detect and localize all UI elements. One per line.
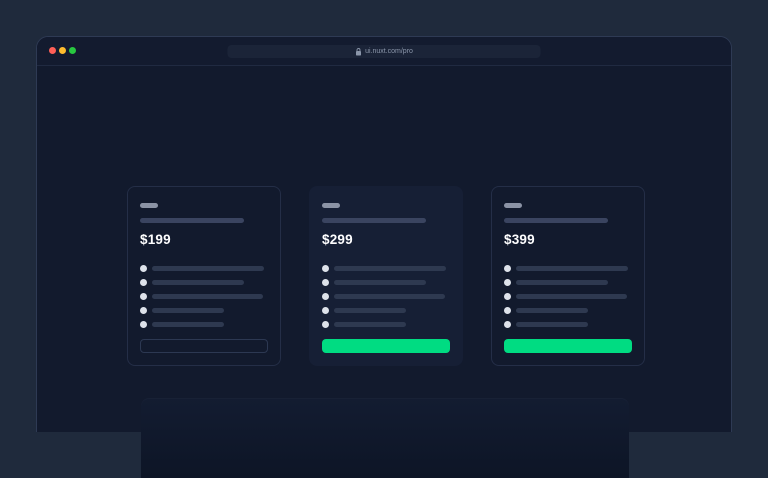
feature-item bbox=[322, 261, 450, 275]
feature-bullet-icon bbox=[504, 278, 511, 286]
feature-bullet-icon bbox=[504, 292, 511, 300]
feature-text-skeleton bbox=[152, 321, 224, 327]
feature-text-skeleton bbox=[152, 265, 264, 271]
feature-bullet-icon bbox=[140, 306, 147, 314]
feature-text-skeleton bbox=[516, 293, 627, 299]
traffic-lights bbox=[49, 47, 76, 54]
lock-icon bbox=[355, 47, 361, 56]
plan-price: $399 bbox=[504, 232, 535, 247]
feature-bullet-icon bbox=[504, 306, 511, 314]
buy-plan-button[interactable] bbox=[322, 339, 450, 353]
feature-text-skeleton bbox=[152, 307, 224, 313]
plan-description-skeleton bbox=[504, 218, 608, 223]
plan-description-skeleton bbox=[322, 218, 426, 223]
feature-item bbox=[322, 275, 450, 289]
section-preview-panel bbox=[141, 398, 629, 478]
feature-item bbox=[140, 317, 268, 331]
feature-text-skeleton bbox=[334, 265, 446, 271]
feature-text-skeleton bbox=[152, 279, 244, 285]
feature-list bbox=[140, 261, 268, 331]
page-content: $199 $299 bbox=[37, 66, 731, 478]
feature-text-skeleton bbox=[516, 307, 588, 313]
feature-bullet-icon bbox=[504, 264, 511, 272]
feature-list bbox=[504, 261, 632, 331]
feature-text-skeleton bbox=[516, 321, 588, 327]
feature-list bbox=[322, 261, 450, 331]
feature-text-skeleton bbox=[152, 293, 263, 299]
pricing-cards: $199 $299 bbox=[127, 186, 645, 366]
feature-item bbox=[140, 275, 268, 289]
feature-item bbox=[504, 303, 632, 317]
close-window-button[interactable] bbox=[49, 47, 56, 54]
feature-text-skeleton bbox=[334, 279, 426, 285]
plan-price: $299 bbox=[322, 232, 353, 247]
feature-item bbox=[504, 261, 632, 275]
feature-bullet-icon bbox=[322, 306, 329, 314]
feature-item bbox=[504, 289, 632, 303]
feature-text-skeleton bbox=[334, 321, 406, 327]
feature-bullet-icon bbox=[504, 320, 511, 328]
plan-name-skeleton bbox=[140, 203, 158, 208]
feature-item bbox=[140, 289, 268, 303]
pricing-card-basic: $199 bbox=[127, 186, 281, 366]
feature-text-skeleton bbox=[516, 265, 628, 271]
feature-bullet-icon bbox=[140, 320, 147, 328]
feature-item bbox=[322, 317, 450, 331]
buy-plan-button[interactable] bbox=[140, 339, 268, 353]
address-bar[interactable]: ui.nuxt.com/pro bbox=[227, 45, 541, 58]
minimize-window-button[interactable] bbox=[59, 47, 66, 54]
address-bar-url: ui.nuxt.com/pro bbox=[365, 48, 413, 55]
pricing-card-popular: $299 bbox=[309, 186, 463, 366]
pricing-card-premium: $399 bbox=[491, 186, 645, 366]
plan-name-skeleton bbox=[504, 203, 522, 208]
feature-text-skeleton bbox=[334, 307, 406, 313]
zoom-window-button[interactable] bbox=[69, 47, 76, 54]
browser-titlebar: ui.nuxt.com/pro bbox=[37, 37, 731, 66]
buy-plan-button[interactable] bbox=[504, 339, 632, 353]
feature-bullet-icon bbox=[140, 292, 147, 300]
feature-bullet-icon bbox=[322, 320, 329, 328]
feature-bullet-icon bbox=[140, 264, 147, 272]
plan-price: $199 bbox=[140, 232, 171, 247]
feature-bullet-icon bbox=[322, 278, 329, 286]
feature-item bbox=[504, 317, 632, 331]
feature-item bbox=[140, 303, 268, 317]
feature-text-skeleton bbox=[334, 293, 445, 299]
feature-bullet-icon bbox=[322, 292, 329, 300]
browser-window: ui.nuxt.com/pro $199 $299 bbox=[36, 36, 732, 478]
plan-description-skeleton bbox=[140, 218, 244, 223]
feature-item bbox=[322, 303, 450, 317]
feature-item bbox=[504, 275, 632, 289]
feature-bullet-icon bbox=[140, 278, 147, 286]
feature-bullet-icon bbox=[322, 264, 329, 272]
feature-item bbox=[140, 261, 268, 275]
feature-text-skeleton bbox=[516, 279, 608, 285]
feature-item bbox=[322, 289, 450, 303]
plan-name-skeleton bbox=[322, 203, 340, 208]
